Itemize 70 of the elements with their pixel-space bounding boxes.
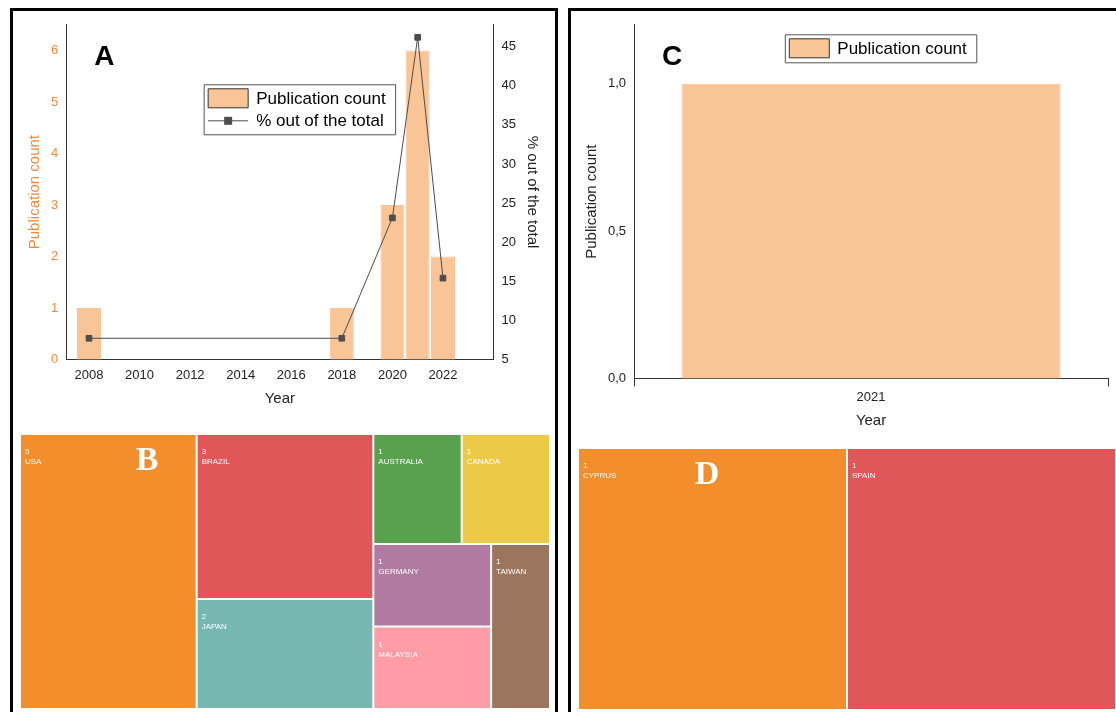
x-tick-label: 2022: [428, 366, 458, 382]
data-label: 1: [583, 461, 588, 471]
point: [414, 33, 422, 41]
text: B: [135, 439, 159, 477]
y-tick-label: 2: [51, 248, 59, 264]
bar: [405, 50, 430, 360]
bar: [76, 307, 101, 360]
point: [439, 274, 447, 282]
x-axis-title: Year: [855, 411, 887, 429]
y2-tick-label: 15: [501, 272, 517, 288]
x-axis-title: Year: [264, 389, 296, 407]
category-label: CANADA: [466, 457, 501, 467]
y2-axis-title: % out of the total: [524, 135, 542, 249]
y2-tick-label: 30: [501, 155, 517, 171]
legend-label: Publication count: [256, 89, 386, 109]
data-label: 2: [201, 612, 207, 622]
y-tick-label: 0,0: [607, 369, 627, 385]
data-label: 1: [378, 639, 384, 649]
x-tick-label: 2014: [226, 366, 256, 382]
category-label: MALAYSIA: [378, 649, 419, 659]
category-label: BRAZIL: [201, 457, 231, 467]
data-label: 1: [378, 447, 384, 457]
y-axis-title: Publication count: [25, 134, 43, 250]
x-tick-label: 2012: [175, 366, 205, 382]
text: D: [694, 453, 720, 491]
legend-label: % out of the total: [256, 111, 384, 131]
category-label: TAIWAN: [496, 567, 527, 577]
bar: [380, 204, 405, 360]
y-tick-label: 4: [51, 145, 59, 161]
category-label: USA: [25, 457, 43, 467]
data-label: 1: [378, 557, 384, 567]
y2-tick-label: 40: [501, 77, 517, 93]
category-label: AUSTRALIA: [378, 457, 424, 467]
data-label: 5: [25, 447, 30, 457]
x-tick-label: 2021: [856, 388, 886, 404]
y2-tick-label: 10: [501, 311, 517, 327]
x-tick-label: 2020: [377, 366, 407, 382]
x-tick-label: 2008: [74, 366, 104, 382]
point: [338, 334, 346, 342]
category-label: SPAIN: [852, 471, 876, 481]
text: A: [94, 39, 115, 71]
y2-tick-label: 35: [501, 116, 517, 132]
y-tick-label: 1: [51, 299, 59, 315]
point: [389, 214, 396, 222]
y-tick-label: 0,5: [607, 222, 627, 238]
y-tick-label: 1,0: [607, 75, 627, 91]
point: [85, 334, 93, 342]
y2-tick-label: 20: [501, 233, 517, 249]
bar: [329, 307, 354, 360]
category-label: CYPRUS: [583, 471, 617, 481]
x-tick-label: 2016: [276, 366, 306, 382]
y2-tick-label: 5: [501, 350, 509, 366]
category-label: GERMANY: [378, 567, 420, 577]
data-label: 3: [201, 447, 207, 457]
y-tick-label: 5: [51, 93, 59, 109]
bar: [430, 256, 455, 360]
data-label: 1: [496, 557, 502, 567]
y-tick-label: 6: [51, 42, 59, 58]
x-tick-label: 2018: [327, 366, 357, 382]
x-tick-label: 2010: [125, 366, 155, 382]
data-label: 1: [852, 461, 857, 471]
legend-label: Publication count: [837, 39, 968, 59]
text: C: [662, 39, 683, 71]
y2-tick-label: 25: [501, 194, 517, 210]
category-label: JAPAN: [201, 622, 228, 632]
y-axis-title: Publication count: [582, 143, 600, 259]
data-label: 1: [466, 447, 472, 457]
y2-tick-label: 45: [501, 38, 517, 54]
y-tick-label: 0: [51, 350, 59, 366]
y-tick-label: 3: [51, 196, 59, 212]
